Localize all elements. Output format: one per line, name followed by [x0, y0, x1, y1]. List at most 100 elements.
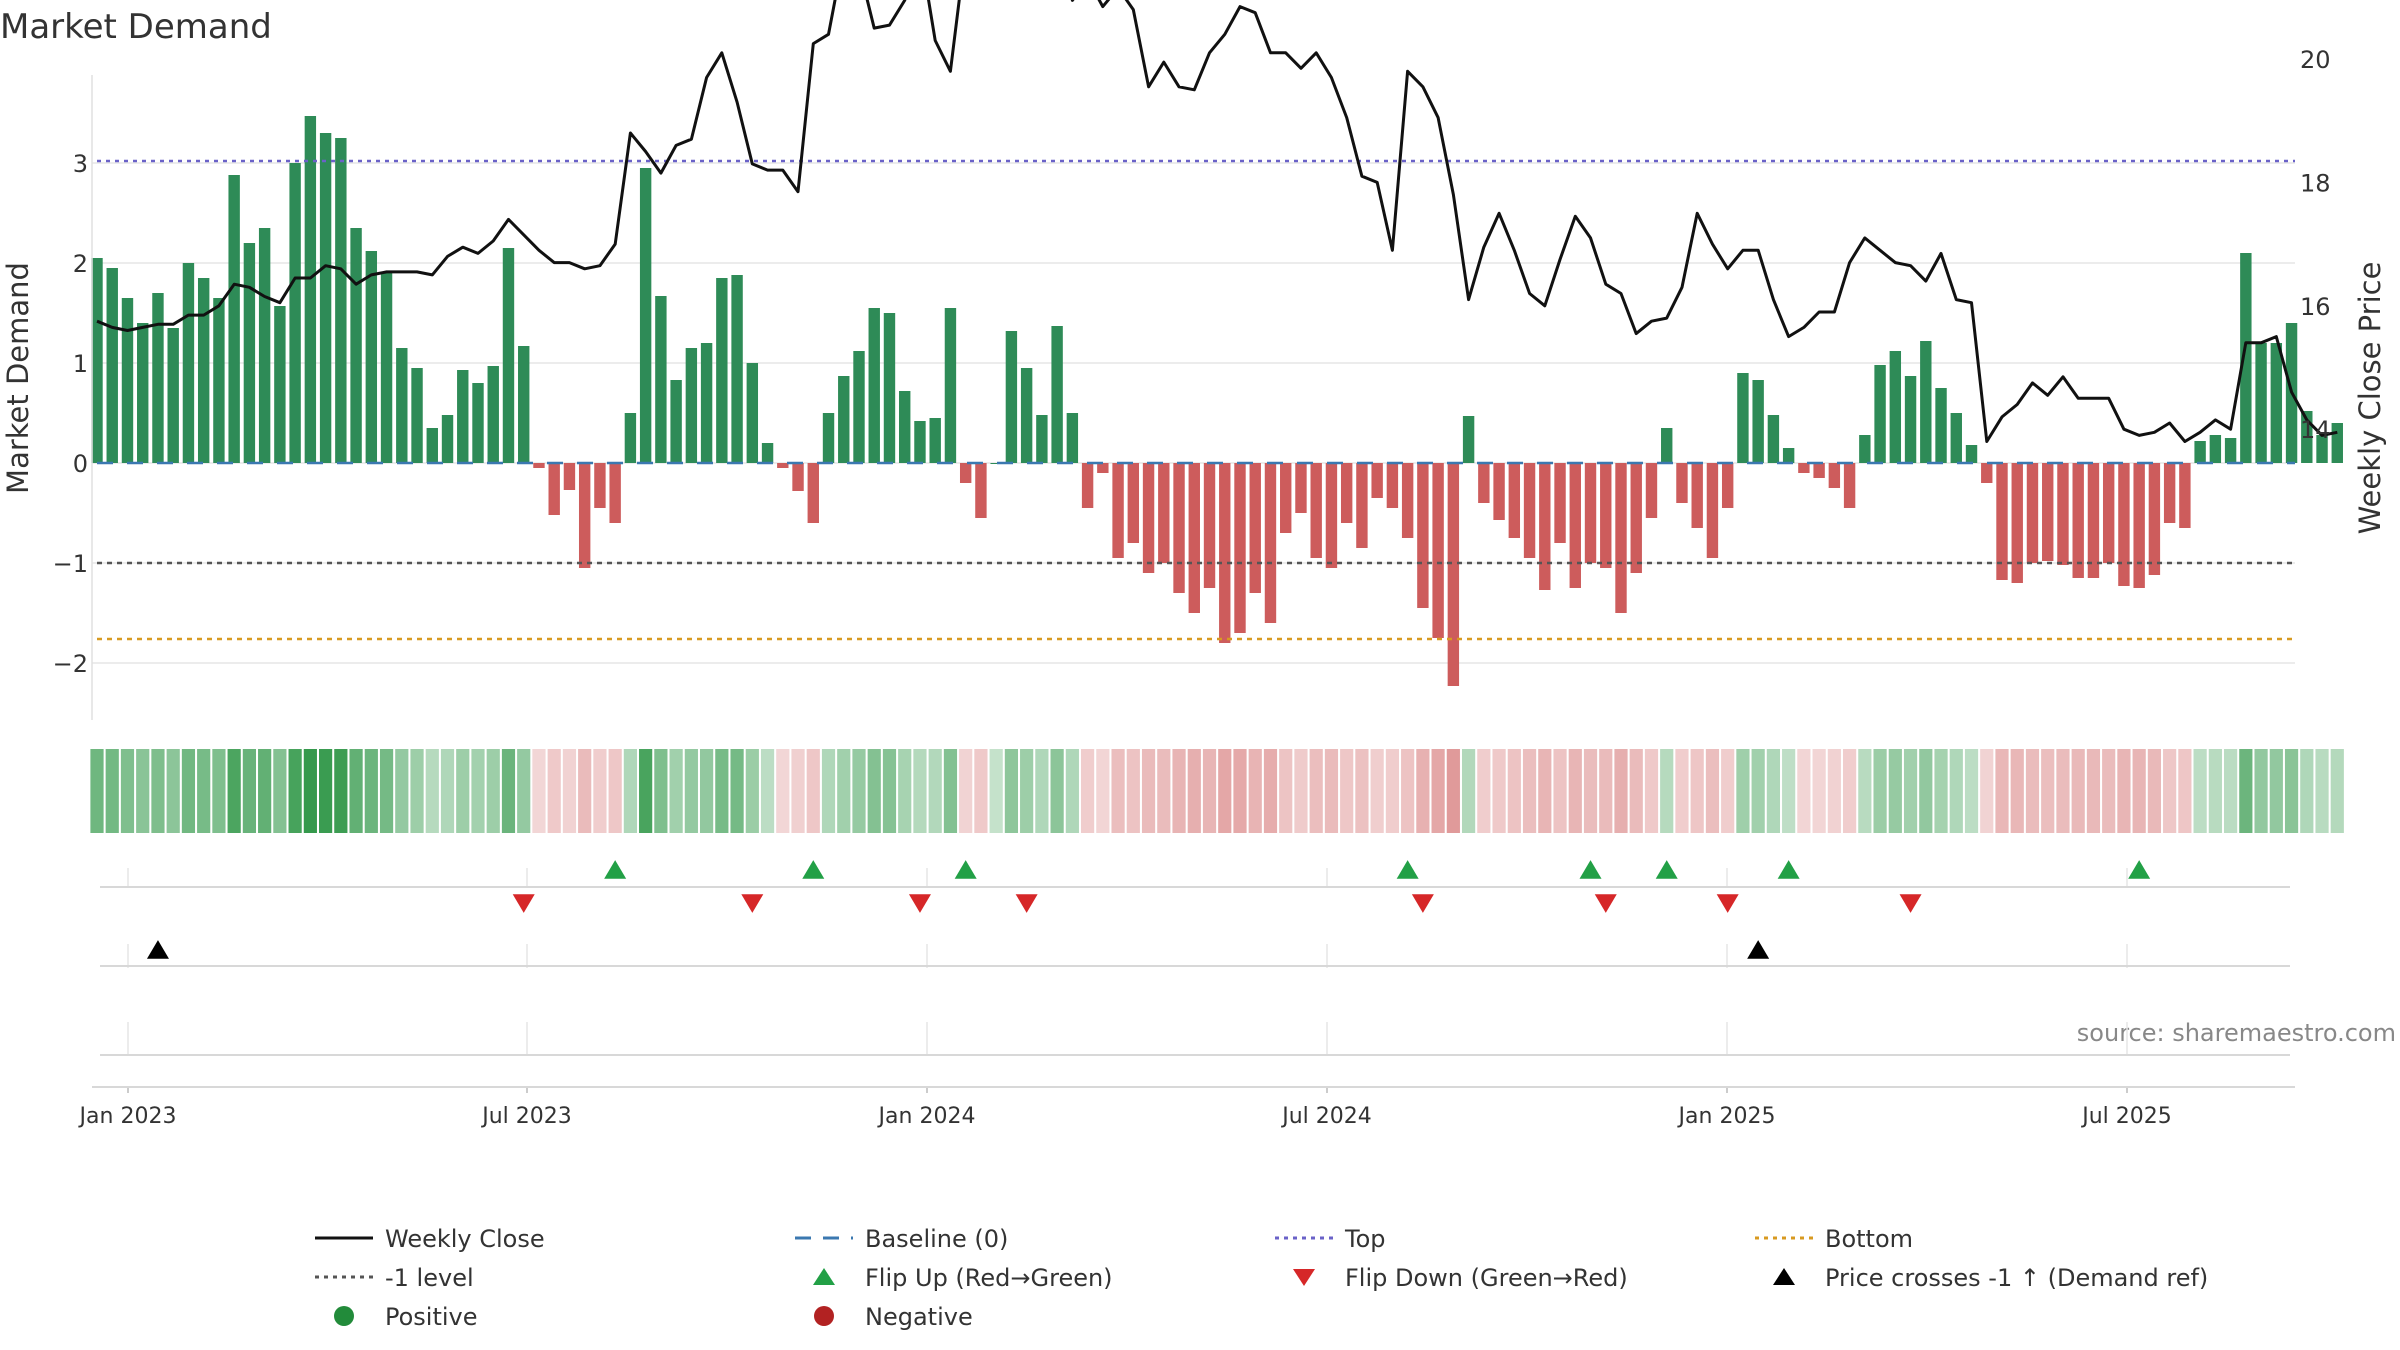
demand-bar [868, 308, 880, 463]
heat-cell [2056, 749, 2070, 833]
demand-bar [472, 383, 484, 463]
heat-cell [2269, 749, 2283, 833]
x-tick-label: Jan 2024 [877, 1104, 976, 1129]
heat-cell [1553, 749, 1567, 833]
heat-cell [1705, 749, 1720, 833]
demand-bar [624, 413, 637, 463]
demand-bar [1691, 463, 1703, 528]
heat-cell [105, 749, 119, 833]
flip-down-marker [512, 894, 535, 913]
flip-up-marker [1396, 860, 1419, 879]
chart-title: Market Demand [0, 7, 272, 47]
heat-cell [2208, 749, 2222, 833]
heat-cell [1873, 749, 1887, 833]
legend-swatch [334, 1306, 354, 1326]
demand-bar [396, 348, 408, 463]
heat-cell [1248, 749, 1262, 833]
demand-bar [1996, 463, 2008, 580]
legend-item: Flip Up (Red→Green) [813, 1264, 1113, 1292]
legend-label: Positive [385, 1303, 478, 1331]
flip-up-marker [1579, 860, 1602, 879]
demand-bar [2118, 463, 2130, 586]
demand-bar [167, 328, 179, 463]
heat-cell [501, 749, 516, 833]
demand-bar [1661, 428, 1673, 463]
flip-up-marker [954, 860, 977, 879]
legend-item: Positive [334, 1303, 478, 1331]
legend-label: -1 level [385, 1264, 474, 1292]
heat-cell [1126, 749, 1140, 833]
demand-bar [1066, 413, 1079, 463]
demand-bar [1401, 463, 1414, 538]
heat-cell [882, 749, 897, 833]
heat-cell [1141, 749, 1156, 833]
heat-cell [2193, 749, 2207, 833]
demand-bar [1600, 463, 1612, 568]
demand-bar [1356, 463, 1368, 548]
y-tick-label: 3 [73, 150, 88, 178]
heat-cell [547, 749, 561, 833]
demand-bar [2301, 411, 2313, 463]
legend-item: -1 level [315, 1264, 474, 1292]
demand-bar [1889, 351, 1902, 463]
demand-bar [1920, 341, 1932, 463]
heat-cell [90, 749, 104, 833]
legend-label: Price crosses -1 ↑ (Demand ref) [1825, 1264, 2208, 1292]
y-tick-label: 2 [73, 250, 88, 278]
demand-bar [1859, 435, 1871, 463]
demand-bar [228, 175, 240, 463]
heat-cell [1218, 749, 1232, 833]
demand-bar [1249, 463, 1261, 593]
heat-cell [486, 749, 500, 833]
demand-bar [243, 243, 256, 463]
heat-cell [2224, 749, 2238, 833]
weekly-close-line [96, 0, 2338, 443]
legend-label: Negative [865, 1303, 973, 1331]
heat-cell [1599, 749, 1613, 833]
demand-bar [319, 133, 332, 463]
heat-cell [1050, 749, 1064, 833]
heat-cell [821, 749, 836, 833]
heat-cell [1675, 749, 1689, 833]
heat-cell [1934, 749, 1948, 833]
heat-cell [1279, 749, 1293, 833]
demand-bar [1295, 463, 1307, 513]
heat-cell [532, 749, 546, 833]
heat-cell [242, 749, 256, 833]
heat-cell [1355, 749, 1369, 833]
heat-cell [1065, 749, 1079, 833]
demand-bar [746, 363, 759, 463]
y2-tick-label: 16 [2300, 293, 2331, 321]
heat-cell [166, 749, 180, 833]
heat-cell [593, 749, 607, 833]
demand-bar [137, 323, 149, 463]
demand-bar [1188, 463, 1200, 613]
heat-cell [1903, 749, 1918, 833]
heat-cell [898, 749, 912, 833]
demand-bar [1950, 413, 1962, 463]
demand-bar [1325, 463, 1338, 568]
flip-down-marker [1716, 894, 1739, 913]
legend-swatch [1773, 1268, 1795, 1285]
demand-bar [1219, 463, 1231, 643]
legend-item: Bottom [1755, 1225, 1913, 1253]
demand-bar [380, 273, 393, 463]
demand-bar [502, 248, 515, 463]
heat-cell [319, 749, 333, 833]
demand-bar [1965, 445, 1978, 463]
heat-cell [1157, 749, 1171, 833]
heat-cell [867, 749, 881, 833]
heat-cell [1538, 749, 1552, 833]
heat-cell [364, 749, 378, 833]
heat-cell [181, 749, 196, 833]
demand-bar [655, 296, 667, 463]
x-tick-label: Jul 2023 [480, 1104, 572, 1129]
demand-bar [1554, 463, 1566, 543]
y-tick-label: 1 [73, 350, 88, 378]
demand-bar [1767, 415, 1780, 463]
demand-bar [2179, 463, 2191, 528]
y-tick-label: 0 [73, 450, 88, 478]
heat-cell [654, 749, 668, 833]
heat-cell [227, 749, 241, 833]
demand-bar [1340, 463, 1353, 523]
